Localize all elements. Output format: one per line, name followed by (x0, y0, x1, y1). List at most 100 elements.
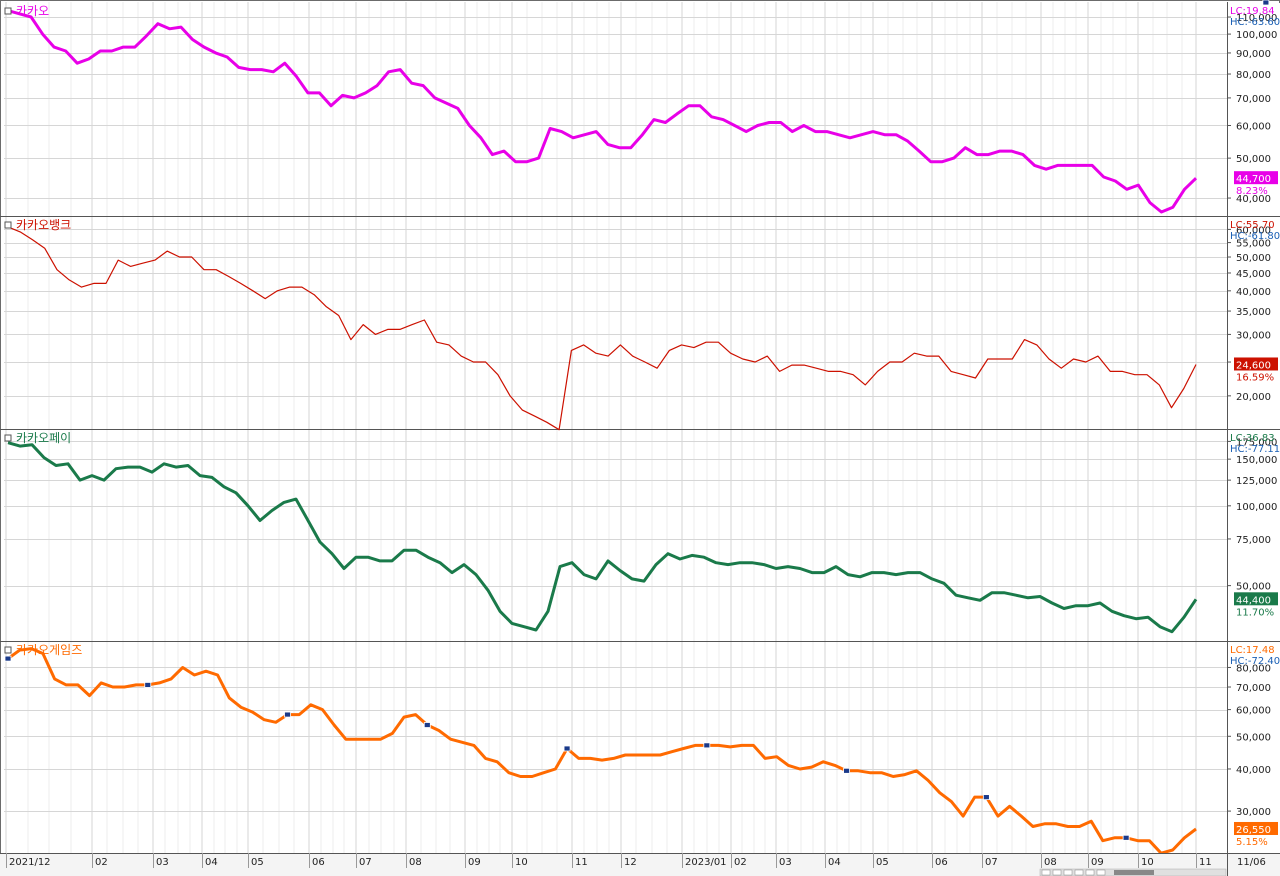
marker-point (284, 711, 291, 718)
last-price-box (1234, 821, 1278, 835)
bottom-toolbar (1039, 868, 1227, 876)
hc-label: HC:-61.80 (1230, 231, 1280, 242)
y-tick-label: 35,000 (1236, 307, 1271, 318)
y-tick-label: 75,000 (1236, 535, 1271, 546)
x-tick-label: 02 (734, 857, 747, 868)
x-axis: 2021/12 02 03 04 05 06 07 08 09 10 11 12 2023/01 02 03… (0, 853, 1280, 876)
scrollbar-thumb[interactable] (1114, 870, 1154, 875)
y-tick-label: 110,000 (1236, 13, 1277, 24)
hc-label: HC:-72.40 (1230, 656, 1280, 667)
x-tick-label: 07 (985, 857, 998, 868)
lc-label: LC:17.48 (1230, 645, 1275, 656)
toolbar-button[interactable] (1041, 869, 1051, 876)
x-tick-label: 12 (624, 857, 637, 868)
x-tick-label: 04 (205, 857, 218, 868)
last-change-label: 5.15% (1236, 837, 1268, 848)
last-price-box (1234, 592, 1278, 606)
y-tick-label: 150,000 (1236, 455, 1277, 466)
x-tick-label: 03 (156, 857, 169, 868)
x-tick-label: 05 (251, 857, 264, 868)
y-tick-label: 60,000 (1236, 121, 1271, 132)
lc-label: LC:19.84 (1230, 6, 1275, 17)
panel-toggle-icon[interactable] (4, 221, 12, 229)
y-tick-label: 125,000 (1236, 476, 1277, 487)
y-tick-label: 100,000 (1236, 30, 1277, 41)
panel-4: 카카오게임즈 30,000 40,000 50,000 60,000 70,000 80,0… (0, 0, 1280, 855)
panel-3: 카카오페이 50,000 75,000 100,000 125,000 150,000 17… (0, 429, 1280, 642)
marker-point (144, 682, 152, 688)
y-tick-label: 90,000 (1236, 49, 1271, 60)
x-tick-label: 02 (95, 857, 108, 868)
panel-title: 카카오 (16, 4, 49, 18)
marker-point (1122, 834, 1130, 841)
x-tick-label: 2023/01 (685, 857, 727, 868)
last-price-label: 44,700 (1236, 174, 1271, 185)
y-tick-label: 45,000 (1236, 269, 1271, 280)
marker-point (563, 745, 571, 752)
last-price-label: 24,600 (1236, 360, 1271, 371)
y-tick-label: 40,000 (1236, 287, 1271, 298)
last-change-label: 8.23% (1236, 186, 1268, 197)
x-tick-label: 04 (828, 857, 841, 868)
y-tick-label: 30,000 (1236, 807, 1271, 818)
y-tick-label: 175,000 (1236, 437, 1277, 448)
toolbar-button[interactable] (1085, 869, 1095, 876)
marker-point (843, 767, 850, 774)
x-tick-label: 11 (575, 857, 588, 868)
x-tick-label: 06 (312, 857, 325, 868)
x-tick-label: 09 (468, 857, 481, 868)
y-tick-label: 70,000 (1236, 683, 1271, 694)
last-change-label: 11.70% (1236, 607, 1274, 618)
x-tick-label: 09 (1091, 857, 1104, 868)
x-axis-bar (0, 853, 1280, 876)
marker-point (423, 722, 431, 728)
last-price-label: 44,400 (1236, 595, 1271, 606)
last-change-label: 16.59% (1236, 372, 1274, 383)
lc-label: LC:55.70 (1230, 220, 1275, 231)
x-tick-label: 10 (515, 857, 528, 868)
panel-toggle-icon[interactable] (4, 7, 12, 15)
y-tick-label: 100,000 (1236, 502, 1277, 513)
lc-label: LC:36.83 (1230, 433, 1275, 444)
panel-1: 카카오 40,000 50,000 60,000 70,000 80,000 90,000 1… (0, 2, 1280, 217)
x-axis-end-label: 11/06 (1237, 857, 1266, 868)
y-tick-label: 50,000 (1236, 732, 1271, 743)
y-tick-label: 40,000 (1236, 765, 1271, 776)
vertical-grid (5, 2, 1197, 853)
x-tick-label: 10 (1141, 857, 1154, 868)
x-tick-label: 08 (409, 857, 422, 868)
y-tick-label: 60,000 (1236, 225, 1271, 236)
y-tick-label: 40,000 (1236, 194, 1271, 205)
price-line-4 (7, 647, 1197, 855)
y-tick-label: 50,000 (1236, 253, 1271, 264)
toolbar-button[interactable] (1096, 869, 1106, 876)
x-tick-label: 11 (1199, 857, 1212, 868)
price-line-1 (7, 9, 1198, 214)
toolbar-button[interactable] (1063, 869, 1073, 876)
scale-area (1227, 642, 1280, 853)
panel-2: 카카오뱅크20,00025,00030,00035,00040,00045,00… (0, 216, 1280, 431)
y-tick-label: 80,000 (1236, 663, 1271, 674)
panel-toggle-icon[interactable] (4, 434, 12, 442)
last-price-label: 26,550 (1236, 825, 1271, 836)
toolbar-button[interactable] (1052, 869, 1062, 876)
price-line-2 (7, 226, 1197, 431)
y-tick-label: 70,000 (1236, 94, 1271, 105)
toolbar-button[interactable] (1074, 869, 1084, 876)
scale-area (1227, 430, 1280, 641)
scale-area (1227, 217, 1280, 429)
marker-point (982, 794, 990, 801)
y-tick-label: 80,000 (1236, 70, 1271, 81)
panel-toggle-icon[interactable] (4, 646, 12, 654)
x-tick-label: 06 (935, 857, 948, 868)
marker-point (4, 655, 12, 662)
marker-point (1262, 0, 1270, 6)
y-tick-label: 20,000 (1236, 392, 1271, 403)
x-tick-label: 03 (779, 857, 792, 868)
y-tick-label: 50,000 (1236, 154, 1271, 165)
marker-point (703, 742, 711, 749)
panel-title: 카카오게임즈 (16, 643, 82, 657)
y-tick-label: 50,000 (1236, 582, 1271, 593)
y-tick-label: 30,000 (1236, 330, 1271, 341)
